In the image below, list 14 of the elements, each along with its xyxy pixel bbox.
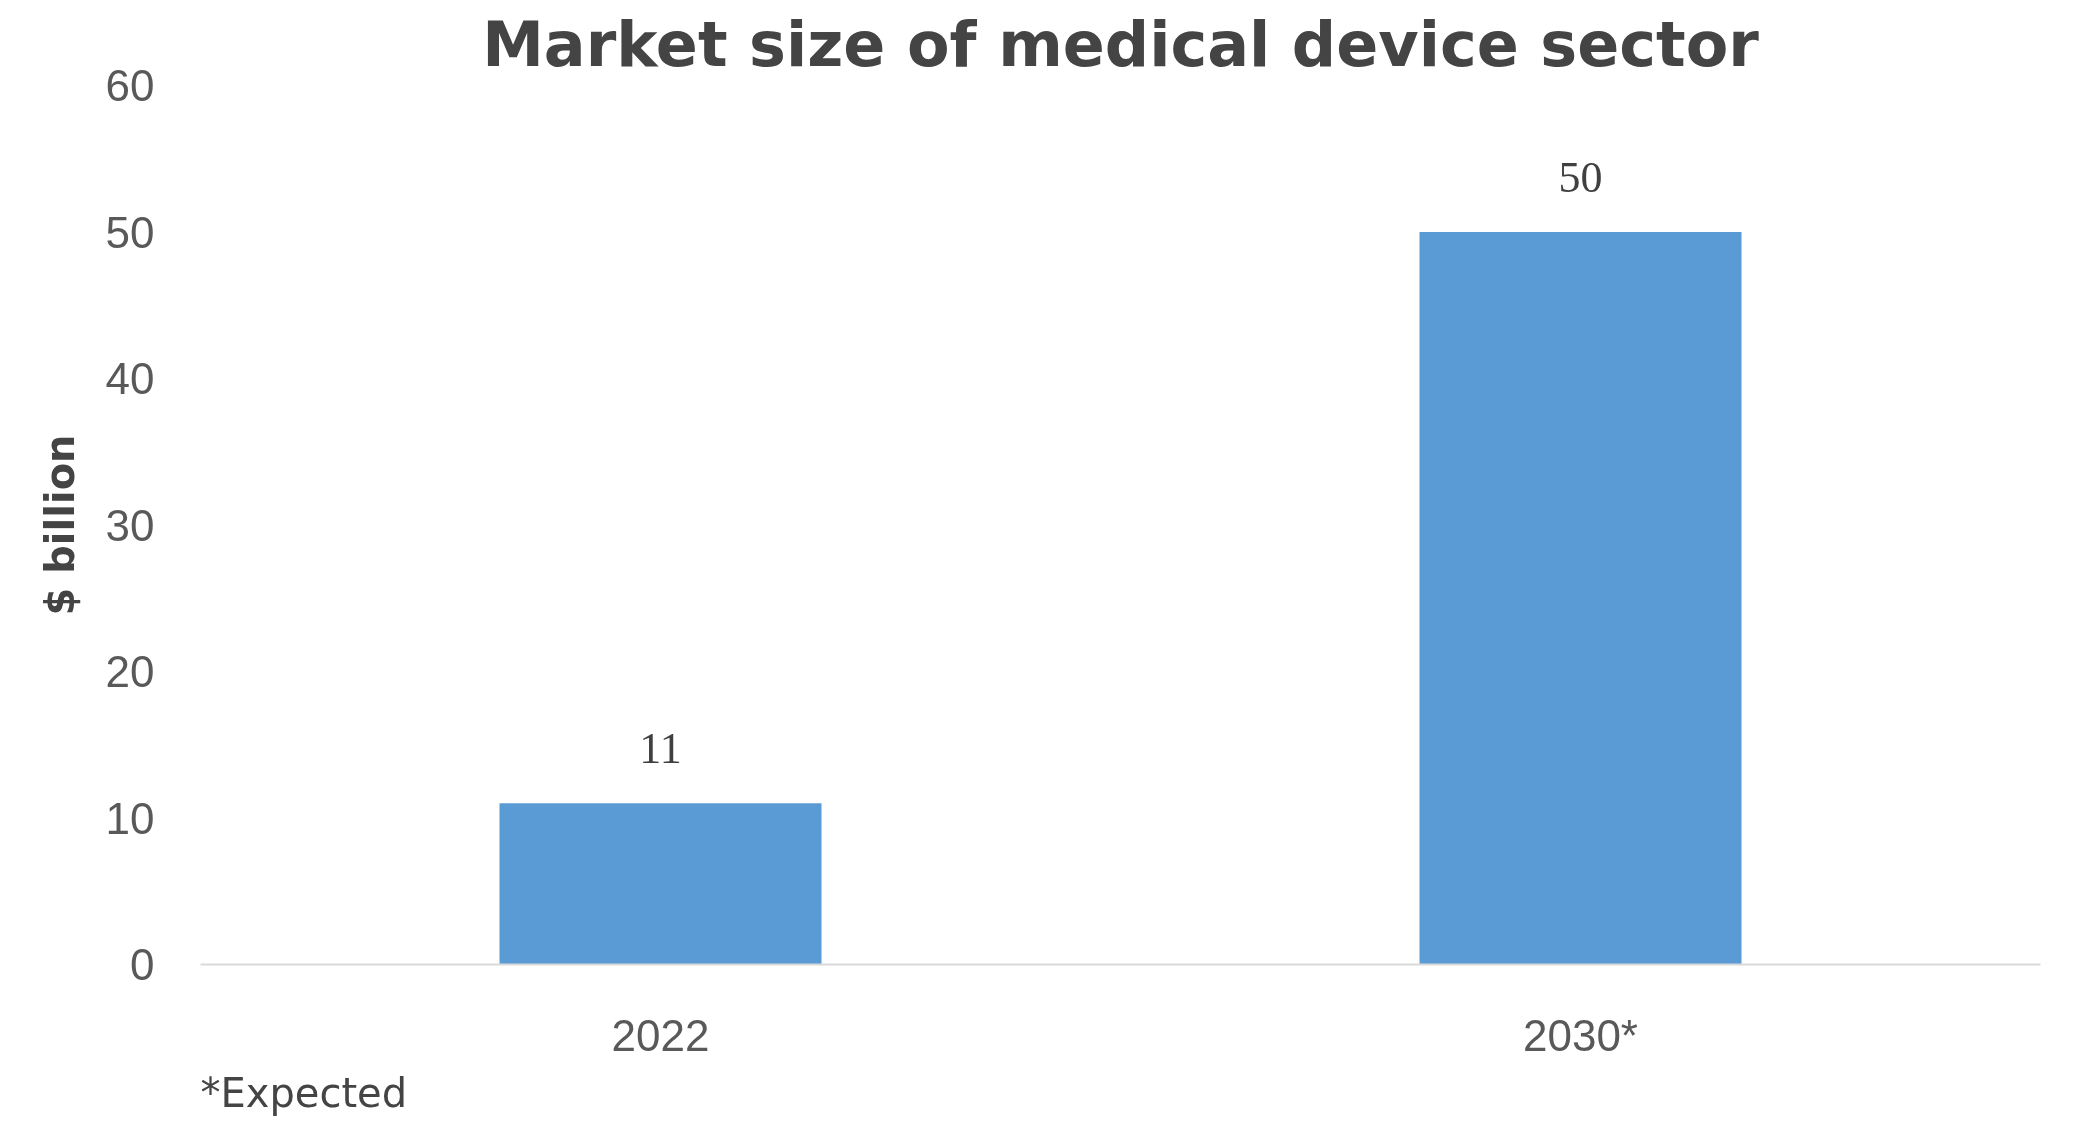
y-tick-label: 0 [130,940,155,989]
y-tick-label: 20 [105,647,155,696]
y-tick-label: 10 [105,793,155,843]
data-label: 50 [1558,153,1603,202]
chart-title: Market size of medical device sector [482,7,1760,81]
x-tick-label: 2030* [1523,1010,1639,1060]
y-tick-label: 40 [105,354,155,403]
y-tick-label: 30 [105,500,155,550]
y-axis-title: $ billion [36,434,83,616]
x-tick-label: 2022 [611,1010,710,1060]
data-label: 11 [639,724,682,774]
y-tick-label: 60 [105,61,155,110]
y-tick-label: 50 [105,207,155,257]
text: *Expected [200,1069,408,1116]
